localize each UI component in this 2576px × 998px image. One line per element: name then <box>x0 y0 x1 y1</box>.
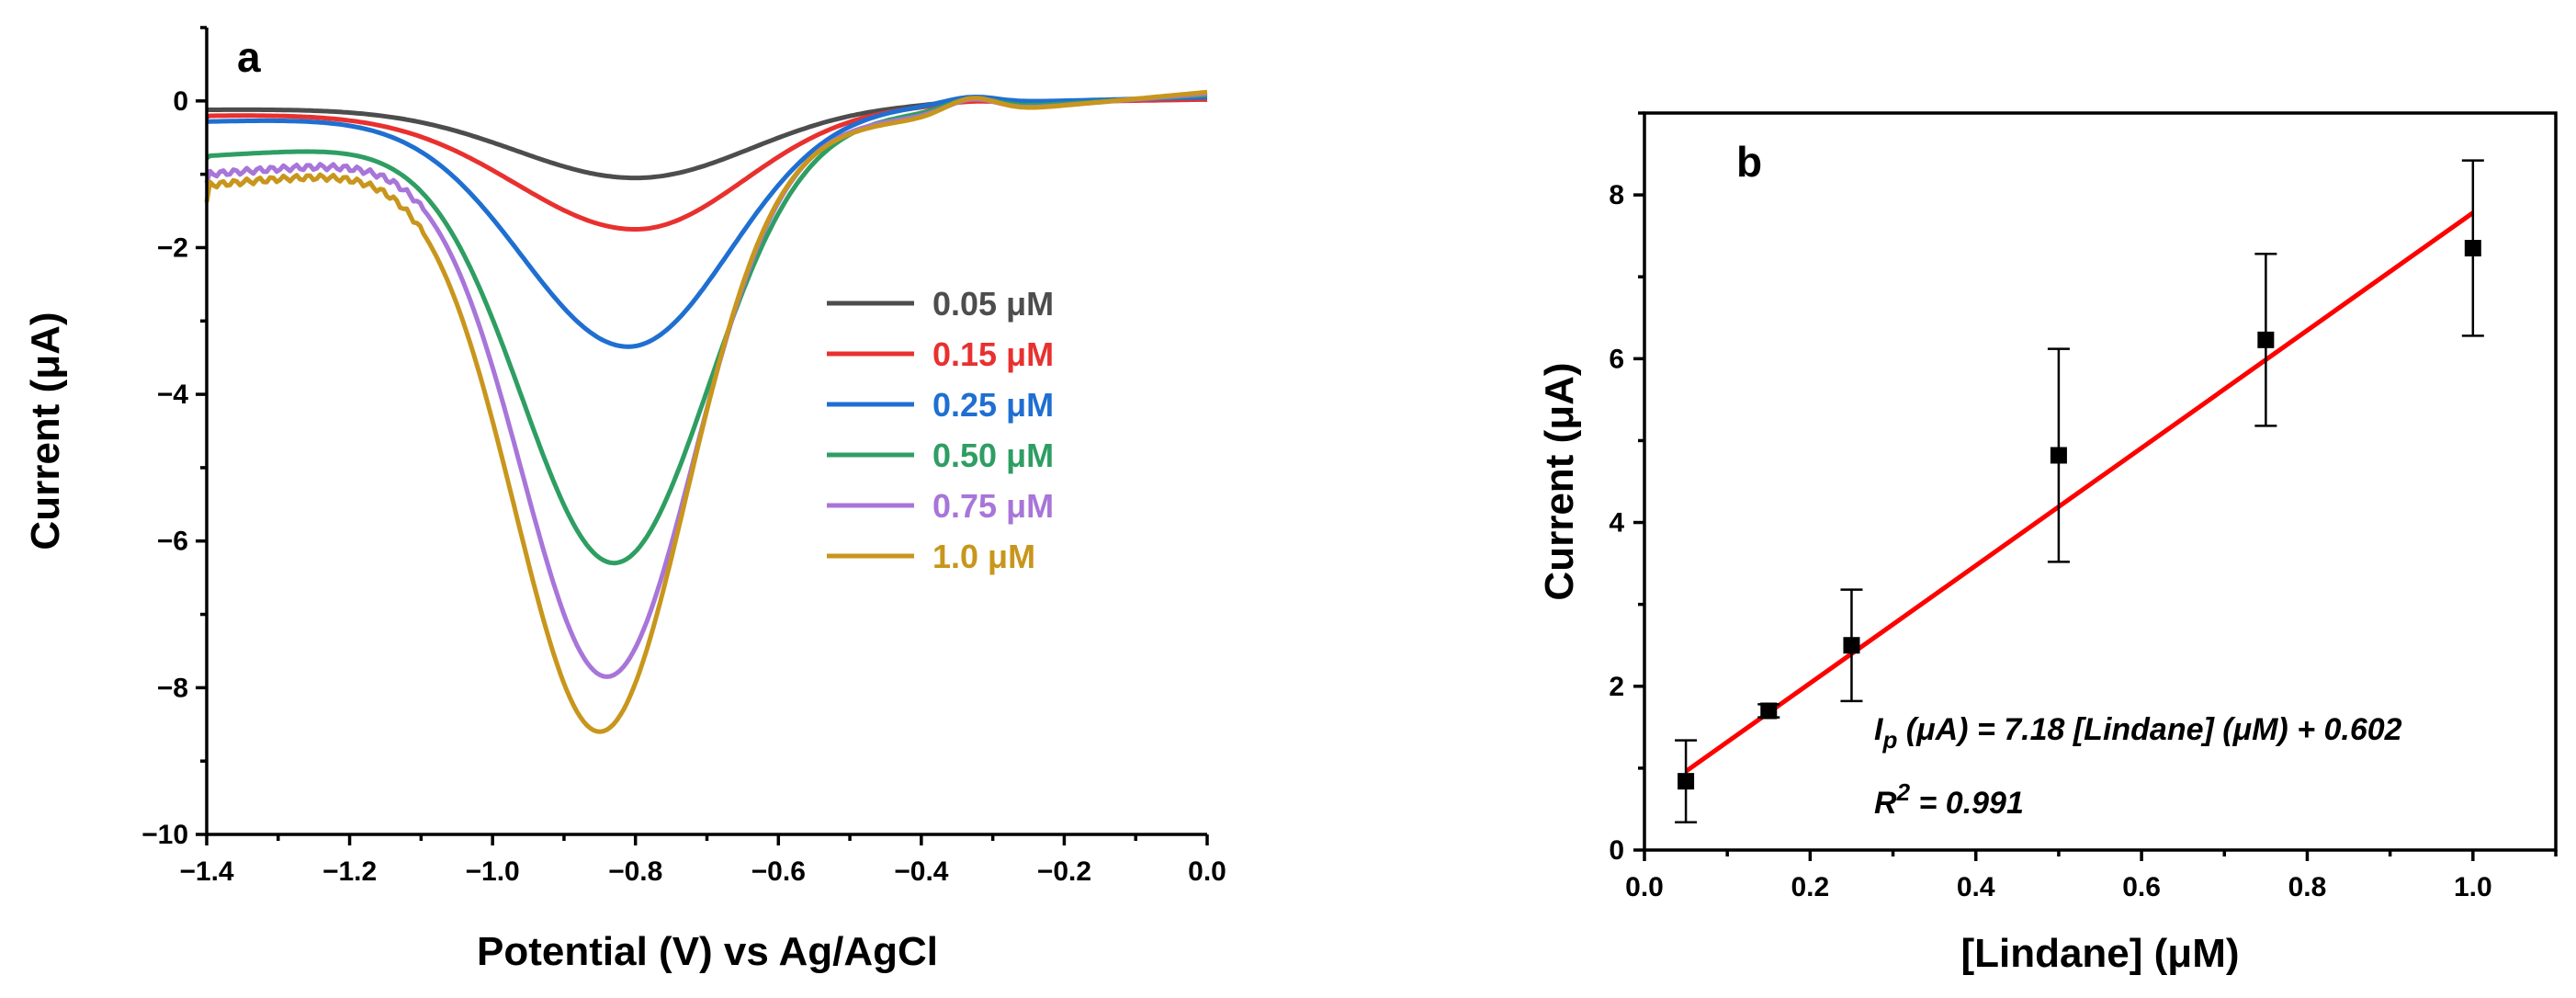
data-point <box>1760 702 1778 720</box>
panel-b-equation: Ip (μA) = 7.18 [Lindane] (μM) + 0.602 <box>1874 712 2402 754</box>
legend-label: 0.50 μM <box>932 437 1054 474</box>
panel-a-curves <box>204 89 1208 734</box>
equation-lhs: I <box>1874 712 1884 747</box>
panel-a-label: a <box>237 33 261 81</box>
panel-b-r-squared: R2 = 0.991 <box>1874 778 2024 821</box>
x-tick-label: −1.0 <box>466 856 520 887</box>
equation-rhs: (μA) = 7.18 [Lindane] (μM) + 0.602 <box>1897 712 2401 747</box>
y-tick-label: −6 <box>157 527 188 557</box>
panel-a-legend: 0.05 μM 0.15 μM 0.25 μM 0.50 μM 0.75 μM 1.0 μ… <box>827 285 1054 575</box>
panel-b-x-axis-title: [Lindane] (μM) <box>1960 931 2239 976</box>
y-tick-label: −10 <box>141 820 188 850</box>
x-tick-label: 0.0 <box>1188 856 1226 887</box>
x-tick-label: 0.8 <box>2288 872 2327 902</box>
y-tick-label: 4 <box>1609 508 1624 539</box>
x-tick-label: −0.4 <box>894 856 949 887</box>
x-tick-label: −0.6 <box>751 856 806 887</box>
cv-curve-1-0-M <box>204 89 1208 734</box>
cv-curve-0-25-M <box>207 95 1208 349</box>
data-point <box>1843 637 1860 654</box>
x-tick-label: 0.4 <box>1957 872 1995 902</box>
data-point <box>1678 773 1695 790</box>
r-squared-value: = 0.991 <box>1910 786 2024 821</box>
panel-b-calibration-chart: 0.0 0.2 0.4 0.6 0.8 1.0 0 2 4 6 8 b Ip (μA) = 7.18… <box>1537 111 2558 976</box>
x-tick-label: 1.0 <box>2454 872 2492 902</box>
panel-a-y-axis-title: Current (μA) <box>23 312 68 550</box>
x-tick-label: −0.2 <box>1037 856 1091 887</box>
y-tick-label: 2 <box>1609 672 1624 702</box>
r-squared-superscript: 2 <box>1896 778 1911 806</box>
panel-a-cv-chart: −1.4 −1.2 −1.0 −0.8 −0.6 −0.4 −0.2 0.0 −10 −8 −6 −4… <box>23 26 1226 974</box>
panel-b-fit-line <box>1684 210 2475 774</box>
x-tick-label: −0.8 <box>608 856 662 887</box>
y-tick-label: −2 <box>157 232 188 263</box>
r-squared-symbol: R <box>1874 786 1897 821</box>
panel-a-ticks: −1.4 −1.2 −1.0 −0.8 −0.6 −0.4 −0.2 0.0 −10 −8 −6 −4… <box>141 26 1226 887</box>
y-tick-label: −4 <box>157 380 189 410</box>
panel-a-x-axis-title: Potential (V) vs Ag/AgCl <box>477 929 938 974</box>
y-tick-label: −8 <box>157 673 188 703</box>
legend-label: 0.05 μM <box>932 285 1054 323</box>
x-tick-label: 0.2 <box>1791 872 1830 902</box>
x-tick-label: 0.0 <box>1625 872 1664 902</box>
legend-label: 0.75 μM <box>932 487 1054 525</box>
legend-label: 0.25 μM <box>932 386 1054 424</box>
panel-b-label: b <box>1736 138 1762 186</box>
y-tick-label: 0 <box>173 86 188 117</box>
y-tick-label: 0 <box>1609 835 1624 866</box>
x-tick-label: 0.6 <box>2122 872 2161 902</box>
panel-b-ticks: 0.0 0.2 0.4 0.6 0.8 1.0 0 2 4 6 8 <box>1609 111 2558 902</box>
x-tick-label: −1.4 <box>179 856 234 887</box>
data-point <box>2257 331 2275 348</box>
y-tick-label: 8 <box>1609 180 1624 210</box>
equation-lhs-subscript: p <box>1881 726 1897 754</box>
panel-b-axes-frame <box>1643 111 2558 852</box>
panel-b-y-axis-title: Current (μA) <box>1537 362 1582 600</box>
legend-label: 0.15 μM <box>932 335 1054 373</box>
x-tick-label: −1.2 <box>322 856 377 887</box>
legend-label: 1.0 μM <box>932 538 1035 575</box>
panel-b-points <box>1675 159 2484 823</box>
y-tick-label: 6 <box>1609 344 1624 374</box>
data-point <box>2464 240 2481 257</box>
data-point <box>2050 447 2067 464</box>
